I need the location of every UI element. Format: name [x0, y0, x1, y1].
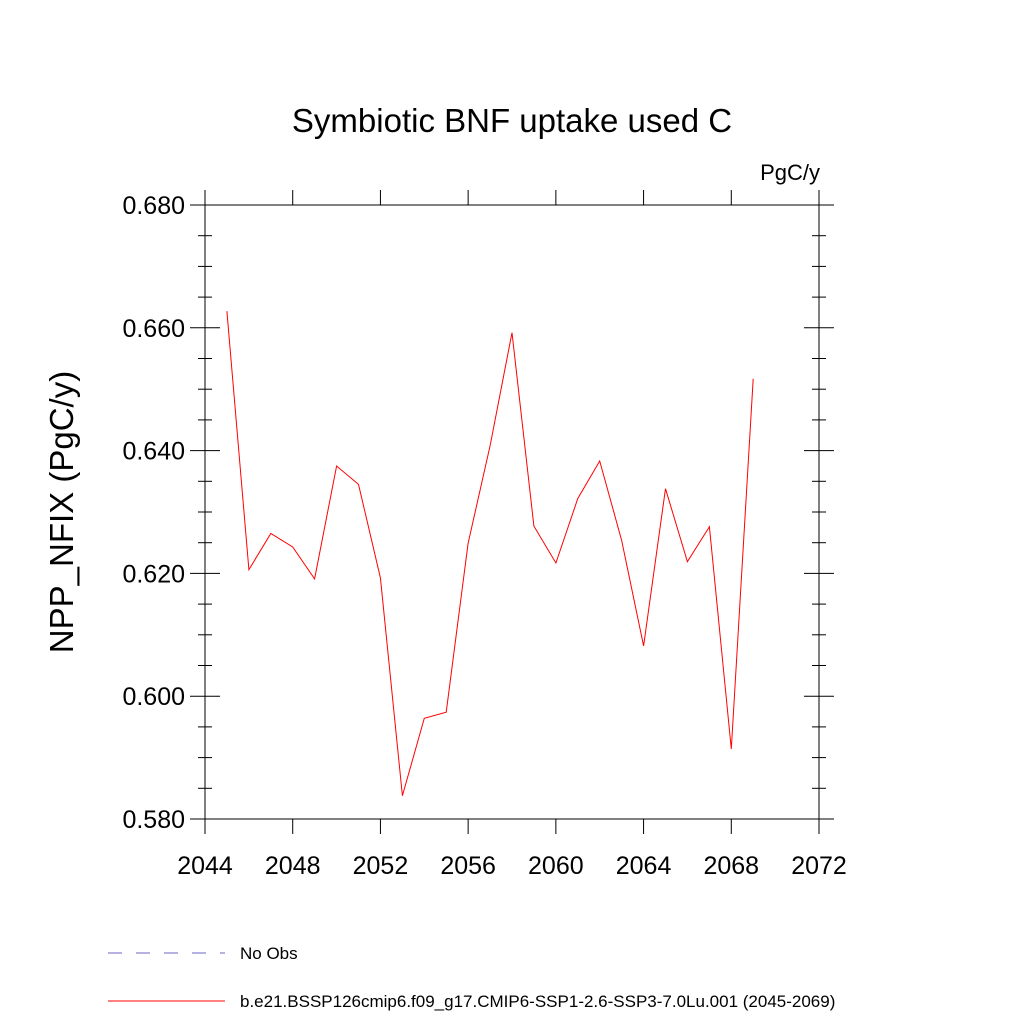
y-tick-label: 0.660 — [122, 315, 185, 343]
legend: No Obs b.e21.BSSP126cmip6.f09_g17.CMIP6-… — [108, 944, 835, 1011]
plot-frame — [204, 204, 820, 820]
y-axis-label: NPP_NFIX (PgC/y) — [43, 371, 80, 653]
x-tick-label: 2044 — [177, 852, 233, 880]
axis-ticks — [190, 190, 834, 834]
chart-title: Symbiotic BNF uptake used C — [292, 102, 732, 139]
series-layer — [226, 311, 754, 796]
x-tick-label: 2072 — [791, 852, 847, 880]
x-tick-label: 2064 — [616, 852, 672, 880]
x-tick-label: 2056 — [440, 852, 496, 880]
axis-tick-labels: 2044 2048 2052 2056 2060 2064 2068 2072 0.580 0.6… — [122, 192, 846, 880]
x-tick-label: 2048 — [265, 852, 321, 880]
legend-label-no-obs: No Obs — [240, 944, 298, 963]
series-line — [226, 311, 754, 796]
x-tick-label: 2052 — [353, 852, 409, 880]
x-tick-label: 2060 — [528, 852, 584, 880]
y-tick-label: 0.640 — [122, 438, 185, 466]
legend-label-model-run: b.e21.BSSP126cmip6.f09_g17.CMIP6-SSP1-2.… — [240, 992, 835, 1011]
y-tick-label: 0.580 — [122, 806, 185, 834]
y-tick-label: 0.620 — [122, 560, 185, 588]
x-tick-label: 2068 — [703, 852, 759, 880]
units-label: PgC/y — [760, 160, 820, 185]
y-tick-label: 0.600 — [122, 683, 185, 711]
y-tick-label: 0.680 — [122, 192, 185, 220]
